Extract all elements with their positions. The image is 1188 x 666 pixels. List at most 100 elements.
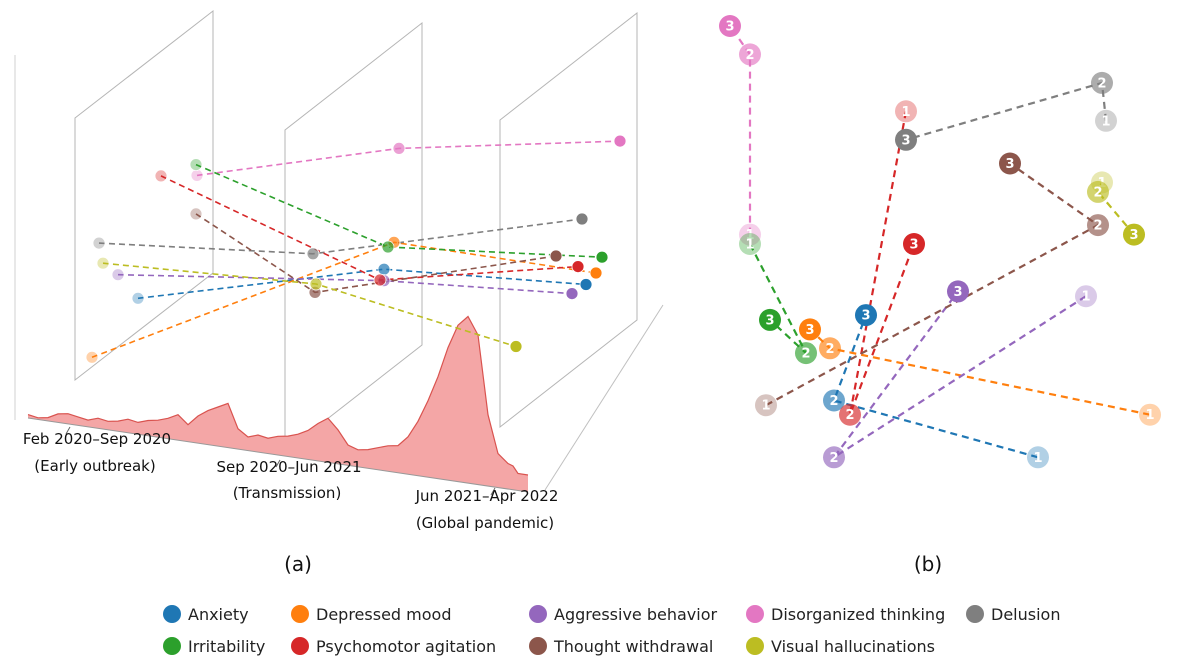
point-b-thought-withdrawal-2 [1087,214,1109,237]
line-b-depressed-mood [809,328,1151,416]
point-b-disorganized-thinking-2 [739,43,761,66]
line-a-delusion [98,218,583,255]
legend-label-irritability: Irritability [188,637,265,656]
point-a-thought-withdrawal-3 [549,249,563,263]
point-b-irritability-2 [795,342,817,365]
legend-swatch-thought-withdrawal [529,637,547,655]
point-b-visual-hallucinations-2 [1087,180,1109,203]
point-a-aggressive-behavior-1 [111,268,125,282]
point-b-anxiety-3 [855,304,877,327]
legend-item-depressed-mood: Depressed mood [291,605,451,624]
point-b-thought-withdrawal-1 [755,394,777,417]
point-a-visual-hallucinations-2 [309,277,323,291]
legend-label-thought-withdrawal: Thought withdrawal [553,637,713,656]
panel-a-background [14,9,664,491]
point-b-label-thought-withdrawal-3: 3 [1005,157,1014,172]
point-b-label-visual-hallucinations-2: 2 [1093,185,1102,200]
legend-swatch-visual-hallucinations [746,637,764,655]
panel-a-series-lines [91,140,621,359]
point-b-label-depressed-mood-1: 1 [1145,408,1154,423]
legend-item-disorganized-thinking: Disorganized thinking [746,605,945,624]
point-b-label-thought-withdrawal-1: 1 [761,399,770,414]
legend-swatch-aggressive-behavior [529,605,547,623]
point-a-irritability-2 [381,240,395,254]
point-b-depressed-mood-1 [1139,403,1161,426]
point-b-label-delusion-3: 3 [901,133,910,148]
legend: Anxiety Depressed mood Aggressive behavior… [163,605,1060,656]
period-plane-3 [499,11,638,429]
point-b-thought-withdrawal-3 [999,152,1021,175]
point-a-anxiety-3 [579,278,593,291]
period-1-range: Feb 2020–Sep 2020 [23,430,171,448]
point-a-psychomotor-agitation-2 [373,273,387,287]
point-b-aggressive-behavior-2 [823,446,845,469]
point-a-delusion-1 [92,236,106,250]
point-b-label-delusion-2: 2 [1097,76,1106,91]
time-tick-2 [275,459,281,468]
point-b-depressed-mood-2 [819,337,841,360]
point-b-label-irritability-1: 1 [745,238,754,253]
point-a-irritability-1 [189,158,203,172]
legend-item-delusion: Delusion [966,605,1060,624]
point-a-delusion-2 [306,247,320,261]
point-b-irritability-3 [759,308,781,331]
point-b-label-delusion-1: 1 [1101,114,1110,129]
legend-label-depressed-mood: Depressed mood [316,605,451,624]
panel-b-trajectory-lines [729,25,1151,459]
point-b-delusion-1 [1095,109,1117,132]
line-b-irritability [749,243,807,354]
point-a-disorganized-thinking-3 [613,134,627,148]
period-3-range: Jun 2021–Apr 2022 [415,487,559,505]
point-b-label-disorganized-thinking-2: 2 [745,48,754,63]
floor-edge-right [544,304,664,491]
point-b-label-psychomotor-agitation-3: 3 [909,238,918,253]
point-a-anxiety-2 [377,262,391,276]
point-b-label-disorganized-thinking-1: 1 [745,228,754,243]
panel-a-time-axis: Feb 2020–Sep 2020 (Early outbreak) Sep 2… [23,430,559,532]
panel-a-series-points [85,134,627,364]
point-b-depressed-mood-3 [799,318,821,341]
case-count-area-outline [27,315,529,476]
legend-item-anxiety: Anxiety [163,605,249,624]
point-a-disorganized-thinking-2 [392,141,406,155]
line-b-psychomotor-agitation [848,111,916,416]
line-b-delusion [905,81,1108,141]
line-a-depressed-mood [91,241,597,359]
line-a-aggressive-behavior [117,273,573,295]
point-b-psychomotor-agitation-1 [895,100,917,123]
legend-item-thought-withdrawal: Thought withdrawal [529,637,713,656]
point-a-delusion-3 [575,212,589,226]
point-b-disorganized-thinking-3 [719,15,741,37]
point-b-label-thought-withdrawal-2: 2 [1093,219,1102,234]
point-b-visual-hallucinations-3 [1123,223,1145,246]
point-a-visual-hallucinations-3 [509,340,523,353]
point-a-depressed-mood-3 [589,266,603,280]
case-count-area [27,315,529,496]
period-3-phase: (Global pandemic) [416,514,554,532]
point-b-label-visual-hallucinations-3: 3 [1129,228,1138,243]
legend-item-aggressive-behavior: Aggressive behavior [529,605,717,624]
point-b-aggressive-behavior-3 [947,280,969,303]
point-a-irritability-3 [595,250,609,264]
point-b-aggressive-behavior-1 [1075,285,1097,308]
point-b-label-disorganized-thinking-3: 3 [725,20,734,35]
period-2-phase: (Transmission) [233,484,342,502]
legend-swatch-anxiety [163,605,181,623]
panel-b-trajectory-points: 123123123123123123123123123 [719,15,1161,469]
line-b-aggressive-behavior [833,290,1087,459]
point-a-disorganized-thinking-1 [190,168,204,182]
legend-label-delusion: Delusion [991,605,1060,624]
line-a-anxiety [137,268,587,300]
legend-item-psychomotor-agitation: Psychomotor agitation [291,637,496,656]
point-a-thought-withdrawal-1 [189,207,203,221]
line-a-irritability [195,163,603,258]
panel-a-label: (a) [284,552,312,576]
legend-item-visual-hallucinations: Visual hallucinations [746,637,935,656]
time-axis-line [27,417,529,493]
period-2-range: Sep 2020–Jun 2021 [216,458,361,476]
period-1-phase: (Early outbreak) [34,457,155,475]
time-tick-1 [65,426,71,435]
point-b-disorganized-thinking-1 [739,223,761,246]
legend-swatch-psychomotor-agitation [291,637,309,655]
